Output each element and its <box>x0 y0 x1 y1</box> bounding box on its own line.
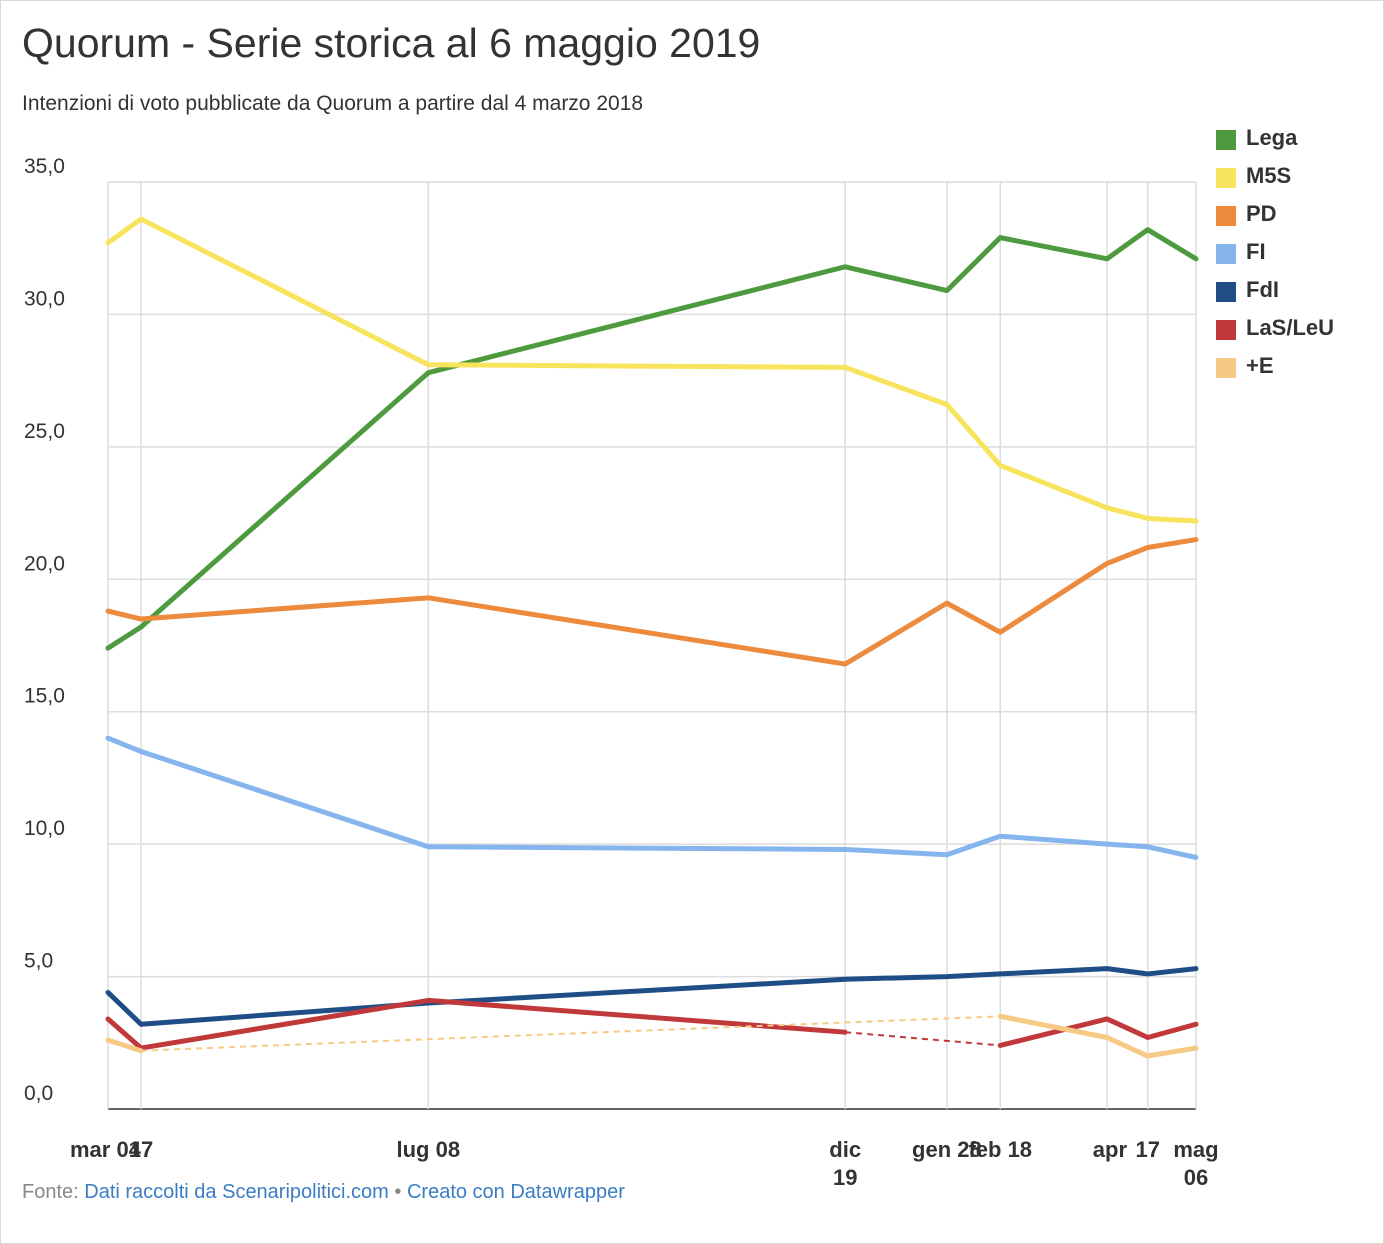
series-gap-line <box>845 1031 1001 1047</box>
series-line <box>105 216 1199 524</box>
y-tick-label: 0,0 <box>24 1082 53 1105</box>
legend-label: M5S <box>1246 163 1292 188</box>
y-tick-label: 35,0 <box>24 155 65 178</box>
x-tick-label: gen 28 <box>912 1137 982 1162</box>
legend-label: FI <box>1246 239 1266 264</box>
series-line <box>105 997 848 1051</box>
x-tick-label: feb 18 <box>968 1137 1032 1162</box>
legend-label: FdI <box>1246 277 1279 302</box>
series-pd <box>105 537 1199 667</box>
chart-title: Quorum - Serie storica al 6 maggio 2019 <box>22 20 761 66</box>
legend-swatch <box>1216 282 1236 302</box>
series-line <box>997 1016 1199 1048</box>
legend-swatch <box>1216 168 1236 188</box>
series-m5s <box>105 216 1199 524</box>
series-gap-line <box>141 1015 1001 1052</box>
legend-label: PD <box>1246 201 1277 226</box>
series-las-leu <box>105 997 1199 1051</box>
x-tick-label: lug 08 <box>397 1137 461 1162</box>
series-line <box>105 537 1199 667</box>
legend-label: LaS/LeU <box>1246 315 1335 340</box>
series-line <box>997 1013 1199 1059</box>
legend-label: +E <box>1246 353 1274 378</box>
footer-separator: • <box>394 1181 402 1203</box>
y-tick-label: 10,0 <box>24 817 65 840</box>
source-prefix: Fonte: <box>22 1181 79 1203</box>
x-tick-label: 17 <box>1135 1137 1159 1162</box>
series--e <box>105 1013 1199 1059</box>
chart-footer: Fonte: Dati raccolti da Scenaripolitici.… <box>22 1181 625 1204</box>
x-tick-label: 17 <box>129 1137 153 1162</box>
series-line <box>105 966 1199 1027</box>
series-line <box>105 1037 144 1054</box>
y-tick-label: 30,0 <box>24 287 65 310</box>
series-lega <box>105 227 1199 651</box>
datawrapper-link[interactable]: Creato con Datawrapper <box>406 1181 625 1203</box>
y-tick-label: 15,0 <box>24 685 65 708</box>
x-tick-label: dic 19 <box>829 1137 861 1190</box>
y-tick-label: 20,0 <box>24 552 65 575</box>
x-tick-label: mag 06 <box>1173 1137 1218 1190</box>
legend-label: Lega <box>1246 125 1298 150</box>
legend-swatch <box>1216 358 1236 378</box>
series-fi <box>105 735 1199 860</box>
series-line <box>105 227 1199 651</box>
chart-series <box>105 216 1199 1059</box>
legend-swatch <box>1216 320 1236 340</box>
chart-subtitle: Intenzioni di voto pubblicate da Quorum … <box>22 92 644 115</box>
source-link[interactable]: Dati raccolti da Scenaripolitici.com <box>84 1181 389 1203</box>
legend-swatch <box>1216 244 1236 264</box>
legend-swatch <box>1216 130 1236 150</box>
series-line <box>105 735 1199 860</box>
legend-swatch <box>1216 206 1236 226</box>
x-tick-label: apr <box>1093 1137 1128 1162</box>
y-tick-label: 25,0 <box>24 420 65 443</box>
x-tick-label: mar 04 <box>70 1137 142 1162</box>
series-fdi <box>105 966 1199 1027</box>
y-axis-ticks: 0,0 5,0 10,0 15,0 20,0 25,0 30,0 35,0 <box>24 155 65 1105</box>
y-tick-label: 5,0 <box>24 950 53 973</box>
